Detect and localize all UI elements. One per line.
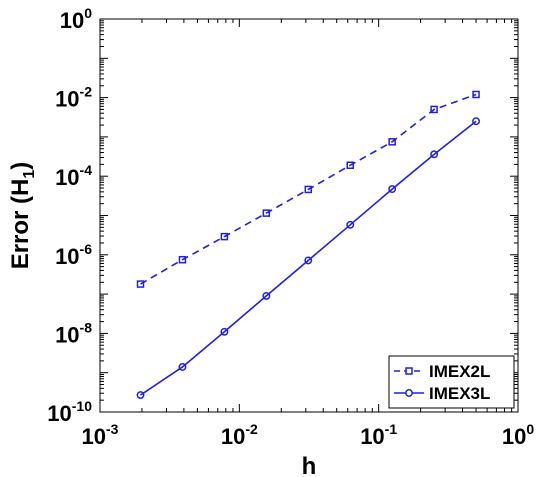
legend-box <box>388 355 515 409</box>
y-tick-label: 100 <box>60 5 92 33</box>
data-point-imex3l <box>388 185 397 194</box>
data-point-imex2l <box>430 105 438 114</box>
data-point-imex2l <box>472 90 480 99</box>
data-point-imex2l <box>136 280 145 288</box>
data-point-imex2l <box>388 138 396 146</box>
data-point-imex3l <box>472 117 481 126</box>
data-point-imex3l <box>220 327 229 336</box>
data-point-imex2l <box>220 232 229 241</box>
y-tick-label: 10-6 <box>55 241 92 269</box>
x-tick-label: 10-2 <box>221 421 258 449</box>
x-tick-label: 10-3 <box>82 421 119 449</box>
y-tick-label: 10-4 <box>55 162 92 190</box>
y-axis-label: Error (H1) <box>7 162 38 270</box>
x-tick-label: 100 <box>502 421 534 449</box>
legend-label-imex3l: IMEX3L <box>429 384 490 403</box>
legend: IMEX2L IMEX3L <box>388 355 515 409</box>
data-point-imex3l <box>304 256 313 265</box>
data-point-imex3l <box>262 291 271 300</box>
data-point-imex2l <box>304 185 313 194</box>
data-point-imex2l <box>178 255 187 264</box>
data-point-imex2l <box>262 209 271 217</box>
y-tick-label: 10-10 <box>47 398 92 426</box>
legend-marker-imex2l <box>405 367 413 375</box>
series-line-imex3l <box>140 120 477 396</box>
series-line-imex2l <box>140 93 477 285</box>
data-point-imex3l <box>178 363 187 371</box>
data-point-imex2l <box>346 161 354 169</box>
data-point-imex3l <box>346 220 355 229</box>
data-point-imex3l <box>136 391 145 399</box>
y-tick-label: 10-2 <box>55 84 92 112</box>
y-tick-label: 10-8 <box>55 319 92 347</box>
data-point-imex3l <box>430 150 439 159</box>
legend-label-imex2l: IMEX2L <box>429 362 490 381</box>
legend-marker-imex3l <box>405 389 413 397</box>
plot-frame <box>99 18 519 413</box>
x-tick-label: 10-1 <box>360 421 397 449</box>
x-axis-label: h <box>302 453 317 477</box>
